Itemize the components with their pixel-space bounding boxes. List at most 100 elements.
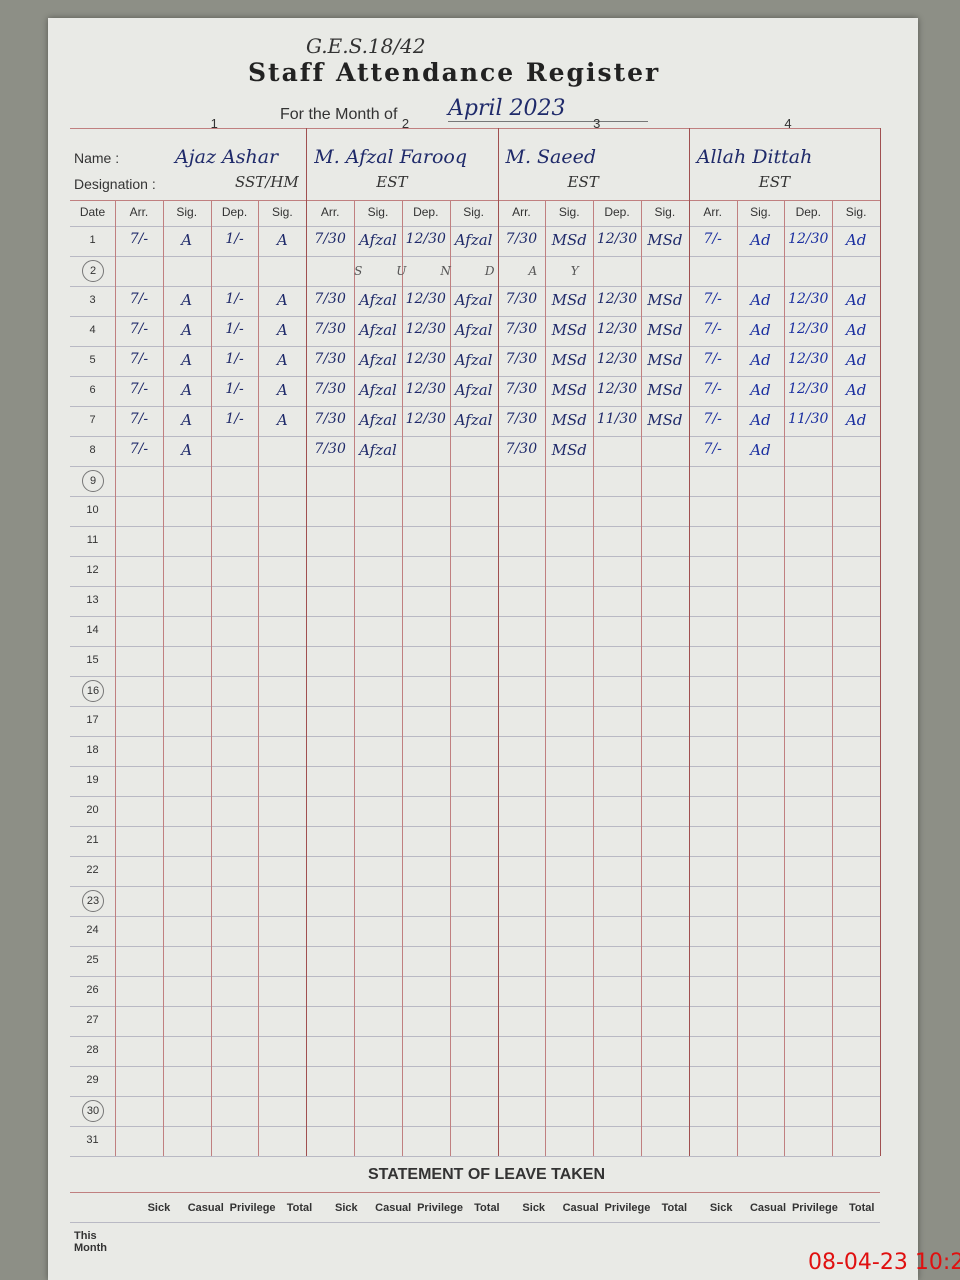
leave-title: STATEMENT OF LEAVE TAKEN — [368, 1166, 606, 1183]
time: 7/- — [703, 351, 722, 367]
signature: Ad — [750, 321, 771, 339]
leave-column: Total — [661, 1202, 688, 1214]
date: 17 — [86, 714, 99, 726]
signature: Ad — [750, 291, 771, 309]
column-header: Sig. — [272, 205, 293, 219]
date: 18 — [86, 744, 99, 756]
date: 13 — [86, 594, 99, 606]
rule — [70, 128, 880, 129]
rule — [70, 1126, 880, 1127]
column-header: Sig. — [558, 205, 580, 219]
rule — [70, 1192, 880, 1193]
time: 7/30 — [505, 291, 538, 307]
date: 16 — [82, 680, 104, 702]
rule — [70, 646, 880, 647]
staff-designation: EST — [567, 173, 599, 191]
time: 12/30 — [405, 291, 446, 307]
name-label: Name : — [74, 150, 120, 166]
signature: MSd — [551, 411, 587, 429]
time: 7/30 — [505, 441, 538, 457]
date: 23 — [82, 890, 104, 912]
rule — [70, 766, 880, 767]
time: 7/- — [129, 231, 149, 247]
signature: A — [181, 381, 193, 399]
time: 7/- — [129, 321, 149, 337]
leave-column: Sick — [522, 1202, 546, 1214]
signature: Afzal — [454, 411, 493, 429]
signature: Ad — [845, 321, 867, 339]
designation-label: Designation : — [74, 176, 156, 192]
time: 7/- — [703, 441, 722, 457]
leave-column: Sick — [709, 1202, 733, 1214]
column-header: Sig. — [367, 205, 389, 219]
signature: Afzal — [359, 381, 397, 399]
time: 1/- — [225, 381, 244, 397]
date: 26 — [86, 984, 99, 996]
column-header: Dep. — [221, 205, 248, 219]
rule — [70, 1036, 880, 1037]
time: 12/30 — [788, 291, 829, 307]
time: 1/- — [225, 411, 244, 427]
date: 2 — [82, 260, 104, 282]
time: 12/30 — [596, 231, 638, 247]
signature: A — [276, 231, 288, 249]
signature: A — [181, 231, 193, 249]
time: 7/30 — [314, 351, 346, 367]
leave-column: Casual — [187, 1202, 224, 1214]
time: 7/30 — [314, 381, 346, 397]
rule — [70, 1156, 880, 1157]
time: 12/30 — [405, 411, 446, 427]
time: 7/- — [703, 381, 722, 397]
rule — [70, 556, 880, 557]
time: 7/- — [703, 321, 722, 337]
leave-column: Total — [849, 1202, 875, 1214]
signature: A — [276, 381, 288, 399]
staff-name: Allah Dittah — [696, 146, 813, 168]
rule — [688, 128, 690, 1156]
staff-number: 4 — [784, 116, 792, 131]
rule — [70, 796, 880, 797]
timestamp: 08-04-23 10:25 — [808, 1250, 960, 1275]
rule — [162, 200, 164, 1156]
time: 12/30 — [405, 321, 446, 337]
time: 7/30 — [505, 381, 538, 397]
signature: MSd — [551, 351, 587, 369]
rule — [401, 200, 403, 1156]
rule — [70, 1096, 880, 1097]
signature: Afzal — [454, 321, 493, 339]
time: 11/30 — [788, 411, 829, 427]
column-header: Arr. — [512, 205, 531, 219]
signature: Afzal — [359, 351, 397, 369]
signature: MSd — [647, 351, 683, 369]
time: 12/30 — [596, 321, 638, 337]
date: 25 — [86, 954, 99, 966]
signature: MSd — [647, 291, 683, 309]
time: 1/- — [225, 351, 244, 367]
column-header: Dep. — [604, 205, 630, 219]
signature: MSd — [551, 291, 587, 309]
leave-column: Privilege — [417, 1202, 463, 1214]
rule — [70, 200, 880, 201]
rule — [70, 256, 880, 257]
rule — [70, 1066, 880, 1067]
time: 1/- — [225, 291, 244, 307]
staff-number: 2 — [401, 116, 410, 131]
rule — [210, 200, 212, 1156]
leave-column: Privilege — [604, 1202, 651, 1214]
column-header: Dep. — [795, 205, 821, 219]
signature: MSd — [551, 231, 587, 249]
signature: MSd — [551, 381, 587, 399]
date-header: Date — [79, 205, 106, 219]
signature: MSd — [647, 321, 683, 339]
date: 1 — [89, 234, 96, 246]
column-header: Sig. — [463, 205, 484, 219]
signature: A — [276, 291, 288, 309]
rule — [70, 316, 880, 317]
staff-name: M. Saeed — [505, 146, 597, 168]
rule — [784, 200, 786, 1156]
rule — [640, 200, 642, 1156]
month-label: For the Month of — [280, 106, 398, 123]
leave-column: Sick — [335, 1202, 358, 1214]
date: 7 — [89, 414, 96, 426]
date: 27 — [86, 1014, 99, 1026]
